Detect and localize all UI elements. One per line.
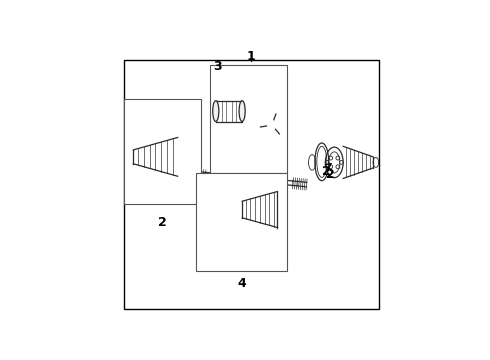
Text: 4: 4 — [237, 278, 246, 291]
Text: 1: 1 — [247, 50, 255, 63]
Ellipse shape — [213, 101, 219, 122]
Bar — [210, 66, 287, 174]
Bar — [123, 99, 201, 204]
Bar — [196, 174, 287, 270]
Text: 3: 3 — [214, 60, 222, 73]
Text: 2: 2 — [321, 165, 330, 178]
Ellipse shape — [239, 101, 245, 122]
Text: 2: 2 — [326, 168, 335, 181]
Text: 2: 2 — [158, 216, 167, 229]
